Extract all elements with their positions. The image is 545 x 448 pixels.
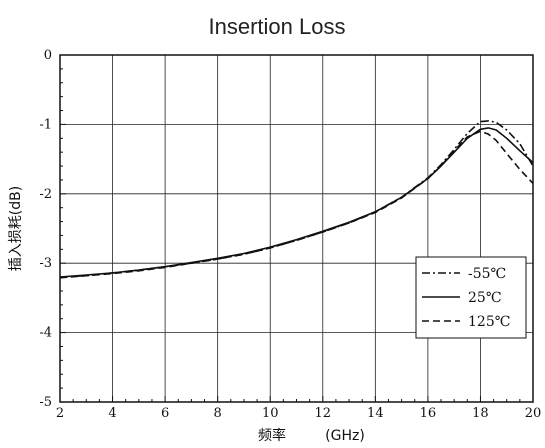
y-tick-label: -2 [39, 187, 52, 202]
x-tick-label: 10 [262, 406, 279, 421]
ticks: 2 4 6 8 10 12 14 16 18 20 0 -1 -2 -3 -4 -5 [39, 48, 541, 421]
chart-title: Insertion Loss [209, 14, 346, 39]
x-tick-label: 16 [420, 406, 437, 421]
legend-label: 25℃ [468, 290, 501, 306]
series-layer [59, 120, 534, 279]
y-tick-label: -5 [39, 395, 52, 410]
legend-label: 125℃ [468, 314, 510, 330]
legend-label: -55℃ [468, 266, 506, 282]
y-tick-label: -3 [39, 256, 52, 271]
x-axis-unit: (GHz) [325, 428, 365, 444]
x-tick-label: 2 [56, 406, 64, 421]
grid [60, 55, 533, 402]
y-tick-label: -4 [39, 326, 52, 341]
x-tick-label: 8 [214, 406, 222, 421]
series-line [59, 130, 534, 279]
x-tick-label: 20 [525, 406, 542, 421]
y-axis-label: 插入损耗(dB) [8, 186, 24, 271]
x-tick-label: 12 [315, 406, 332, 421]
x-tick-label: 18 [472, 406, 489, 421]
x-tick-label: 14 [367, 406, 384, 421]
y-tick-label: -1 [39, 117, 52, 132]
plot-frame [59, 54, 534, 403]
series-line [59, 127, 534, 278]
x-tick-label: 6 [161, 406, 169, 421]
y-tick-label: 0 [44, 48, 52, 63]
legend: -55℃ 25℃ 125℃ [415, 256, 527, 339]
x-axis-label: 频率 [258, 427, 286, 444]
x-tick-label: 4 [108, 406, 116, 421]
